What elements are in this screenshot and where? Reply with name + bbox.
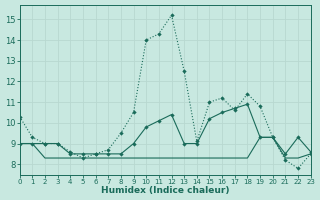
X-axis label: Humidex (Indice chaleur): Humidex (Indice chaleur) <box>101 186 229 195</box>
